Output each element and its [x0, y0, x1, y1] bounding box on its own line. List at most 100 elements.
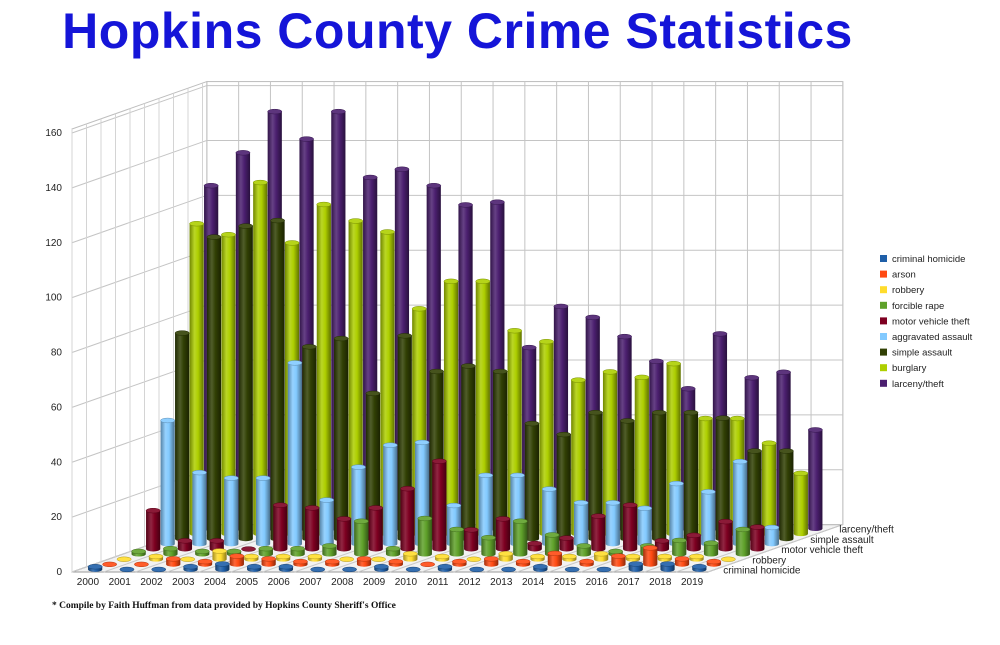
bar-body	[513, 521, 528, 557]
bar-simple-assault-2015	[651, 409, 667, 542]
bar-aggravated-assault-2010	[478, 472, 493, 547]
bar-simple-assault-2004	[302, 344, 317, 542]
bar-robbery-2017	[657, 553, 673, 562]
bar-simple-assault-2011	[524, 420, 540, 542]
bar-cap	[718, 518, 733, 525]
bar-cap	[333, 335, 349, 342]
bar-burglary-2001	[221, 232, 236, 537]
bar-cap	[405, 566, 421, 573]
bar-body	[735, 529, 750, 557]
bar-cap	[573, 500, 589, 506]
bar-body	[189, 223, 204, 537]
legend-swatch	[880, 333, 887, 340]
bar-body	[652, 412, 667, 542]
bar-cap	[490, 199, 505, 205]
y-tick-label: 20	[51, 512, 63, 523]
bar-robbery-2000	[116, 556, 132, 562]
bar-aggravated-assault-2015	[637, 505, 653, 547]
gridline-side	[71, 85, 208, 134]
bar-simple-assault-2000	[174, 330, 190, 542]
bar-cap	[649, 358, 664, 364]
legend-swatch	[880, 317, 887, 325]
bar-arson-2001	[134, 561, 149, 567]
bar-cap	[657, 553, 673, 560]
bar-cap	[322, 543, 337, 549]
bar-cap	[593, 551, 609, 557]
bar-criminal-homicide-2001	[119, 566, 135, 573]
bar-cap	[420, 561, 435, 567]
bar-cap	[403, 551, 418, 557]
bar-body	[368, 507, 383, 552]
bar-simple-assault-2002	[238, 223, 254, 542]
bar-cap	[761, 440, 777, 446]
bar-body	[383, 445, 398, 547]
bar-body	[270, 220, 285, 542]
bar-robbery-2001	[148, 553, 164, 562]
bar-forcible-rape-2001	[163, 546, 178, 557]
bar-cap	[261, 556, 276, 562]
legend-item-label: robbery	[892, 285, 924, 296]
bar-body	[302, 346, 317, 542]
x-tick-label: 2007	[299, 577, 322, 588]
bar-cap	[585, 314, 601, 321]
bar-cap	[576, 543, 592, 549]
bar-body	[637, 508, 652, 547]
bar-cap	[481, 535, 496, 541]
source-footnote: * Compile by Faith Huffman from data pro…	[52, 601, 396, 611]
bar-cap	[148, 553, 164, 560]
bar-cap	[197, 558, 213, 565]
bar-body	[348, 220, 363, 537]
bar-cap	[400, 486, 415, 492]
legend-swatch	[880, 286, 887, 294]
bar-cap	[310, 566, 326, 573]
bar-cap	[356, 556, 372, 562]
bar-cap	[808, 427, 823, 433]
bar-robbery-2013	[530, 553, 545, 562]
legend-swatch	[880, 379, 887, 387]
x-tick-label: 2001	[109, 577, 132, 588]
bar-forcible-rape-2008	[385, 546, 401, 557]
bar-forcible-rape-2009	[417, 515, 433, 557]
bar-body	[354, 521, 369, 557]
bar-cap	[524, 420, 540, 427]
bar-criminal-homicide-2003	[183, 564, 198, 572]
bar-forcible-rape-2011	[481, 535, 496, 557]
bar-cap	[434, 553, 450, 560]
legend-swatch	[880, 364, 887, 372]
bar-cap	[764, 524, 780, 531]
bar-cap	[194, 548, 210, 555]
bar-simple-assault-2006	[365, 390, 381, 542]
bar-aggravated-assault-2017	[700, 489, 716, 547]
bar-arson-2002	[165, 556, 181, 567]
bar-cap	[452, 558, 467, 565]
bar-cap	[671, 537, 687, 544]
bar-body	[365, 393, 381, 542]
bar-robbery-2014	[562, 553, 577, 562]
bar-body	[747, 451, 762, 542]
bar-cap	[596, 566, 612, 573]
bar-robbery-2018	[689, 553, 704, 562]
legend-item-label: criminal homicide	[892, 254, 965, 265]
bar-cap	[637, 505, 653, 511]
bar-body	[732, 461, 748, 547]
bar-cap	[729, 415, 745, 422]
y-tick-label: 100	[45, 293, 62, 304]
bar-body	[524, 423, 540, 542]
bar-robbery-2019	[721, 556, 736, 562]
bar-body	[336, 518, 352, 552]
bar-arson-2010	[420, 561, 435, 567]
bar-motor-vehicle-theft-2006	[336, 516, 352, 552]
bar-body	[556, 434, 571, 542]
bar-cap	[507, 328, 523, 334]
bar-cap	[495, 516, 511, 522]
bar-cap	[388, 558, 404, 565]
bar-cap	[255, 475, 271, 481]
x-tick-label: 2016	[586, 577, 609, 588]
bar-cap	[620, 418, 635, 424]
legend-item-label: motor vehicle theft	[892, 316, 970, 327]
bar-body	[212, 551, 227, 562]
bar-body	[443, 281, 459, 537]
bar-cap	[342, 566, 357, 573]
bar-cap	[174, 330, 190, 336]
bar-motor-vehicle-theft-2000	[145, 507, 161, 552]
